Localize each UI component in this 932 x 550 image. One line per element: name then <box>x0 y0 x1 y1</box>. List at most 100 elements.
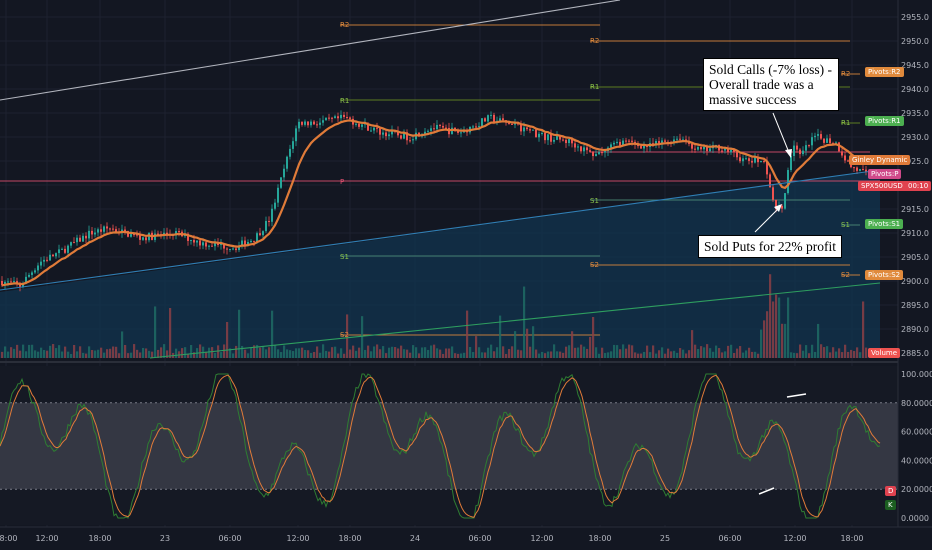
volume-bar <box>244 349 247 358</box>
volume-bar <box>49 345 52 358</box>
symbol-price-badge[interactable]: SPX500USD 00:10 <box>858 181 932 191</box>
candle-body <box>601 152 603 154</box>
candle-body <box>322 120 324 123</box>
oscillator-axis[interactable]: 100.0000 80.0000 60.0000 40.0000 20.0000 0.00… <box>901 370 932 523</box>
pivot-s1-badge[interactable]: Pivots:S1 <box>865 219 904 229</box>
candle-body <box>232 248 234 250</box>
pivot-p-badge[interactable]: Pivots:P <box>868 169 902 179</box>
volume-bar <box>619 349 622 358</box>
volume-bar <box>688 350 691 358</box>
volume-bar <box>163 344 166 358</box>
pivot-r1-badge[interactable]: Pivots:R1 <box>865 116 904 126</box>
price-axis[interactable]: 2955.0 2950.0 2945.0 2940.0 2935.0 2930.0 2925… <box>897 0 932 550</box>
time-axis[interactable]: 18:00 12:00 18:00 23 06:00 12:00 18:00 24 06:00 1… <box>0 526 932 543</box>
candle-body <box>58 249 60 254</box>
level-marker-p: P <box>340 178 344 186</box>
osc-d-badge[interactable]: D <box>885 486 897 496</box>
calls-arrow <box>772 112 791 156</box>
volume-bar <box>262 346 265 358</box>
symbol-label: SPX500USD <box>861 182 903 190</box>
candle-body <box>43 259 45 262</box>
candle-body <box>727 148 729 153</box>
candle-body <box>214 242 216 247</box>
candle-body <box>292 141 294 149</box>
volume-bar <box>799 344 802 358</box>
time-tick-label: 12:00 <box>783 534 806 543</box>
candle-body <box>337 116 339 119</box>
volume-bar <box>1 351 4 358</box>
candle-body <box>376 127 378 129</box>
volume-bar <box>13 348 16 358</box>
volume-bar <box>112 346 115 358</box>
level-marker-s2: S2 <box>841 271 850 279</box>
volume-bar <box>823 347 826 358</box>
candle-body <box>571 139 573 144</box>
candle-body <box>373 127 375 131</box>
volume-bar <box>346 314 349 358</box>
volume-bar <box>181 348 184 358</box>
volume-bar <box>217 345 220 358</box>
osc-tick-label: 80.0000 <box>901 399 932 408</box>
volume-bar <box>499 315 502 358</box>
candle-body <box>502 118 504 121</box>
volume-bar <box>643 351 646 358</box>
volume-bar <box>865 347 868 358</box>
volume-bar <box>469 346 472 358</box>
time-tick-label: 23 <box>160 534 170 543</box>
volume-bar <box>55 348 58 358</box>
candle-body <box>193 239 195 243</box>
candle-body <box>406 132 408 141</box>
level-marker-s1: S1 <box>340 253 349 261</box>
candle-body <box>253 240 255 242</box>
mcginley-badge[interactable]: Ginley Dynamic <box>849 155 911 165</box>
candle-body <box>541 133 543 135</box>
candle-body <box>298 121 300 129</box>
volume-bar <box>622 344 625 358</box>
osc-tick-label: 20.0000 <box>901 485 932 494</box>
candle-body <box>310 121 312 126</box>
candle-body <box>196 240 198 243</box>
osc-tick-label: 100.0000 <box>901 370 932 379</box>
volume-bar <box>376 344 379 358</box>
candle-body <box>574 143 576 148</box>
candle-body <box>577 146 579 148</box>
volume-bar <box>67 351 70 358</box>
time-tick-label: 12:00 <box>286 534 309 543</box>
price-tick-label: 2915.0 <box>901 205 929 214</box>
pivot-s2-badge[interactable]: Pivots:S2 <box>865 270 904 280</box>
level-marker-r1: R1 <box>590 83 599 91</box>
volume-bar <box>130 352 133 358</box>
pivot-r2-badge[interactable]: Pivots:R2 <box>865 67 904 77</box>
candle-body <box>829 138 831 144</box>
volume-bar <box>727 345 730 358</box>
volume-bar <box>514 331 517 358</box>
osc-k-badge[interactable]: K <box>885 500 896 510</box>
candle-body <box>211 245 213 247</box>
upper-trend-line <box>0 0 621 101</box>
candle-body <box>499 118 501 121</box>
volume-bar <box>322 344 325 358</box>
volume-bar <box>334 346 337 358</box>
volume-bar <box>379 349 382 358</box>
volume-bar <box>286 349 289 358</box>
volume-bar <box>355 350 358 358</box>
volume-bar <box>433 344 436 358</box>
time-tick-label: 06:00 <box>718 534 741 543</box>
volume-bar <box>115 346 118 358</box>
volume-bar <box>457 353 460 358</box>
volume-bar <box>607 352 610 358</box>
stoch-k-line <box>0 373 881 519</box>
volume-bar <box>730 344 733 358</box>
candle-body <box>844 155 846 161</box>
volume-badge[interactable]: Volume <box>868 348 901 358</box>
calls-line-1: Sold Calls (-7% loss) - <box>709 62 832 77</box>
volume-bar <box>853 350 856 358</box>
volume-bar <box>382 346 385 358</box>
candle-body <box>709 148 711 152</box>
candle-body <box>487 115 489 122</box>
candle-body <box>643 145 645 149</box>
support-trend-line <box>149 282 881 359</box>
volume-bar <box>481 352 484 358</box>
volume-bar <box>442 353 445 358</box>
candle-body <box>295 128 297 142</box>
